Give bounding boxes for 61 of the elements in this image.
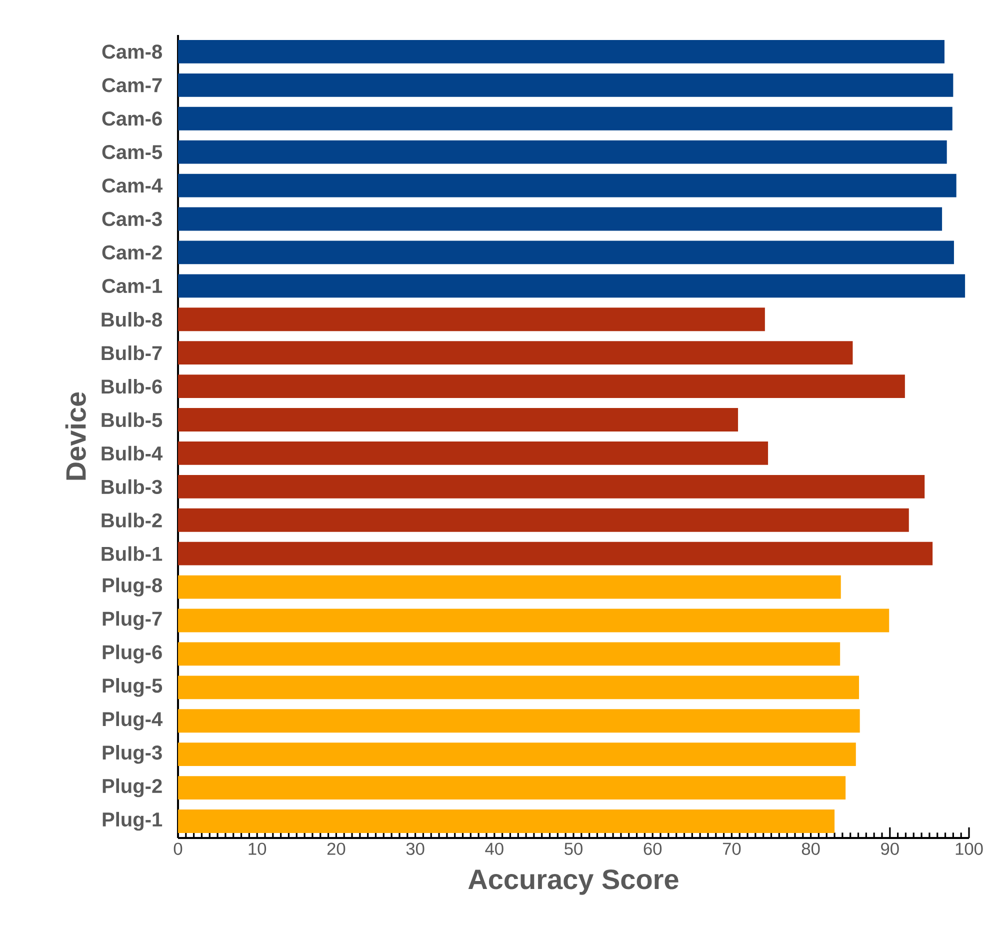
x-tick-label: 60 bbox=[644, 842, 662, 855]
y-tick-label: Cam-2 bbox=[102, 245, 162, 260]
bar bbox=[178, 374, 905, 398]
bar bbox=[178, 207, 942, 231]
x-tick-label: 80 bbox=[802, 842, 820, 855]
bar bbox=[178, 508, 909, 532]
y-tick-label: Plug-8 bbox=[102, 578, 162, 596]
y-tick-label: Bulb-4 bbox=[102, 446, 163, 461]
y-tick-label: Plug-1 bbox=[102, 812, 162, 831]
y-tick-label: Plug-4 bbox=[102, 712, 163, 730]
bar bbox=[178, 676, 860, 700]
bar bbox=[178, 408, 738, 432]
y-tick-label: Plug-5 bbox=[102, 678, 162, 697]
y-tick-label: Cam-8 bbox=[102, 44, 162, 59]
bar bbox=[178, 742, 856, 766]
y-tick-label: Cam-3 bbox=[102, 212, 162, 226]
x-tick-label: 100 bbox=[956, 842, 983, 855]
y-tick-label: Cam-4 bbox=[102, 178, 163, 193]
y-tick-label: Bulb-1 bbox=[102, 546, 162, 561]
y-tick-label: Cam-5 bbox=[102, 145, 162, 160]
bar bbox=[178, 709, 860, 733]
bar bbox=[178, 608, 890, 632]
y-axis-title: Device bbox=[65, 392, 86, 480]
bar bbox=[178, 40, 944, 64]
y-tick-label: Plug-3 bbox=[102, 744, 162, 764]
y-tick-label: Bulb-6 bbox=[102, 378, 162, 394]
x-tick-label: 40 bbox=[485, 842, 504, 855]
x-tick-label: 10 bbox=[248, 842, 266, 855]
y-tick-label: Plug-6 bbox=[102, 644, 162, 664]
bar bbox=[178, 274, 966, 298]
bar bbox=[178, 73, 954, 97]
bar bbox=[178, 810, 835, 833]
y-tick-label: Bulb-8 bbox=[102, 312, 162, 327]
y-tick-label: Plug-7 bbox=[102, 611, 162, 630]
x-tick-label: 50 bbox=[564, 842, 582, 855]
bar bbox=[178, 474, 925, 498]
bar bbox=[178, 174, 956, 198]
x-tick-label: 0 bbox=[174, 842, 182, 855]
x-tick-label: 30 bbox=[406, 842, 424, 855]
y-tick-label: Bulb-7 bbox=[102, 346, 162, 360]
bar bbox=[178, 776, 846, 800]
bar bbox=[178, 308, 765, 332]
bar bbox=[178, 140, 947, 164]
bar bbox=[178, 442, 768, 465]
y-tick-label: Bulb-2 bbox=[102, 512, 162, 528]
bar bbox=[178, 575, 841, 599]
y-tick-label: Cam-7 bbox=[102, 78, 162, 92]
y-tick-label: Bulb-3 bbox=[102, 479, 162, 494]
bar bbox=[178, 240, 954, 264]
x-tick-label: 70 bbox=[722, 842, 741, 855]
y-tick-label: Plug-2 bbox=[102, 778, 162, 798]
x-axis-title: Accuracy Score bbox=[468, 869, 678, 895]
x-tick-label: 20 bbox=[327, 842, 346, 855]
bar bbox=[178, 642, 840, 666]
bar bbox=[178, 106, 952, 130]
x-tick-label: 90 bbox=[881, 842, 899, 855]
bar bbox=[178, 341, 853, 365]
bar bbox=[178, 542, 933, 566]
y-tick-label: Bulb-5 bbox=[102, 412, 162, 428]
y-tick-label: Cam-1 bbox=[102, 278, 162, 294]
y-tick-label: Cam-6 bbox=[102, 112, 162, 126]
